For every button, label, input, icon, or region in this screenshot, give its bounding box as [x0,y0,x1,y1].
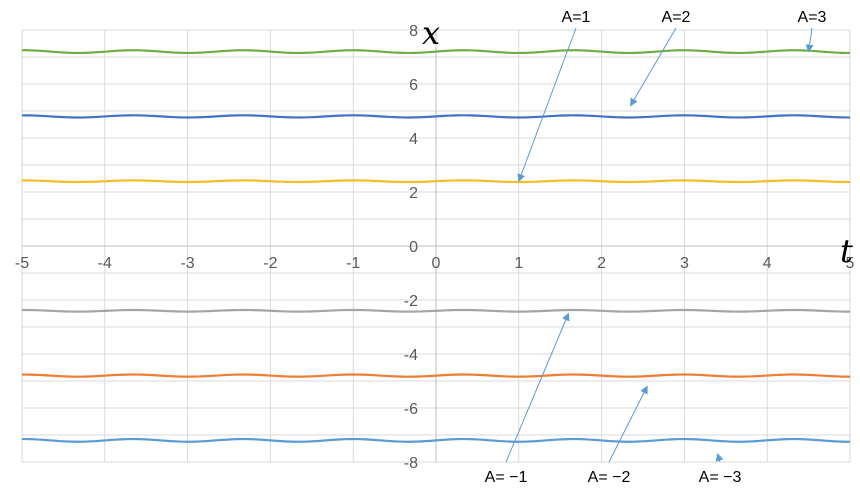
annotation-arrow [608,385,648,463]
series-line [21,179,851,184]
x-axis-title: t [840,232,853,270]
tick-labels: -5 -4 -3 -2 -1 0 1 2 3 4 5 -8 -6 -4 -2 0 2 4 6 8 [15,23,855,472]
series-line [21,308,851,313]
x-tick-label: -4 [98,255,112,272]
y-tick-label: 4 [409,131,418,148]
annotation-arrow [517,27,577,183]
y-tick-label: 8 [409,23,418,40]
annotation-arrow [715,452,724,463]
annotation-label: A=1 [562,9,591,26]
annotation-label: A= −3 [699,469,742,486]
annotation-label: A=3 [798,9,827,26]
x-tick-label: -1 [346,255,360,272]
y-tick-label: 2 [409,185,418,202]
x-tick-label: 1 [514,255,523,272]
x-tick-label: 0 [432,255,441,272]
axes [22,30,850,462]
x-tick-label: 4 [763,255,772,272]
y-tick-label: 0 [409,239,418,256]
annotation-label: A= −2 [588,469,631,486]
series-line [21,49,851,55]
series-line [21,437,851,443]
annotations: A=1 A=2 A=3 A= −1 A= −2 A= −3 [485,9,827,486]
annotation-arrow [630,27,677,107]
y-axis-title: x [422,14,440,52]
series-group [21,49,851,443]
series-line [21,114,851,119]
y-tick-label: -2 [404,293,418,310]
x-tick-label: -3 [180,255,194,272]
x-tick-label: 5 [846,255,855,272]
y-tick-label: -8 [404,455,418,472]
x-tick-label: -2 [263,255,277,272]
x-tick-label: -5 [15,255,29,272]
x-tick-label: 3 [680,255,689,272]
x-tick-label: 2 [597,255,606,272]
annotation-label: A= −1 [485,469,528,486]
series-line [21,373,851,378]
annotation-label: A=2 [662,9,691,26]
annotation-arrow [805,27,814,53]
annotation-arrow [505,312,570,463]
y-tick-label: 6 [409,77,418,94]
y-tick-label: -4 [404,347,418,364]
y-tick-label: -6 [404,401,418,418]
